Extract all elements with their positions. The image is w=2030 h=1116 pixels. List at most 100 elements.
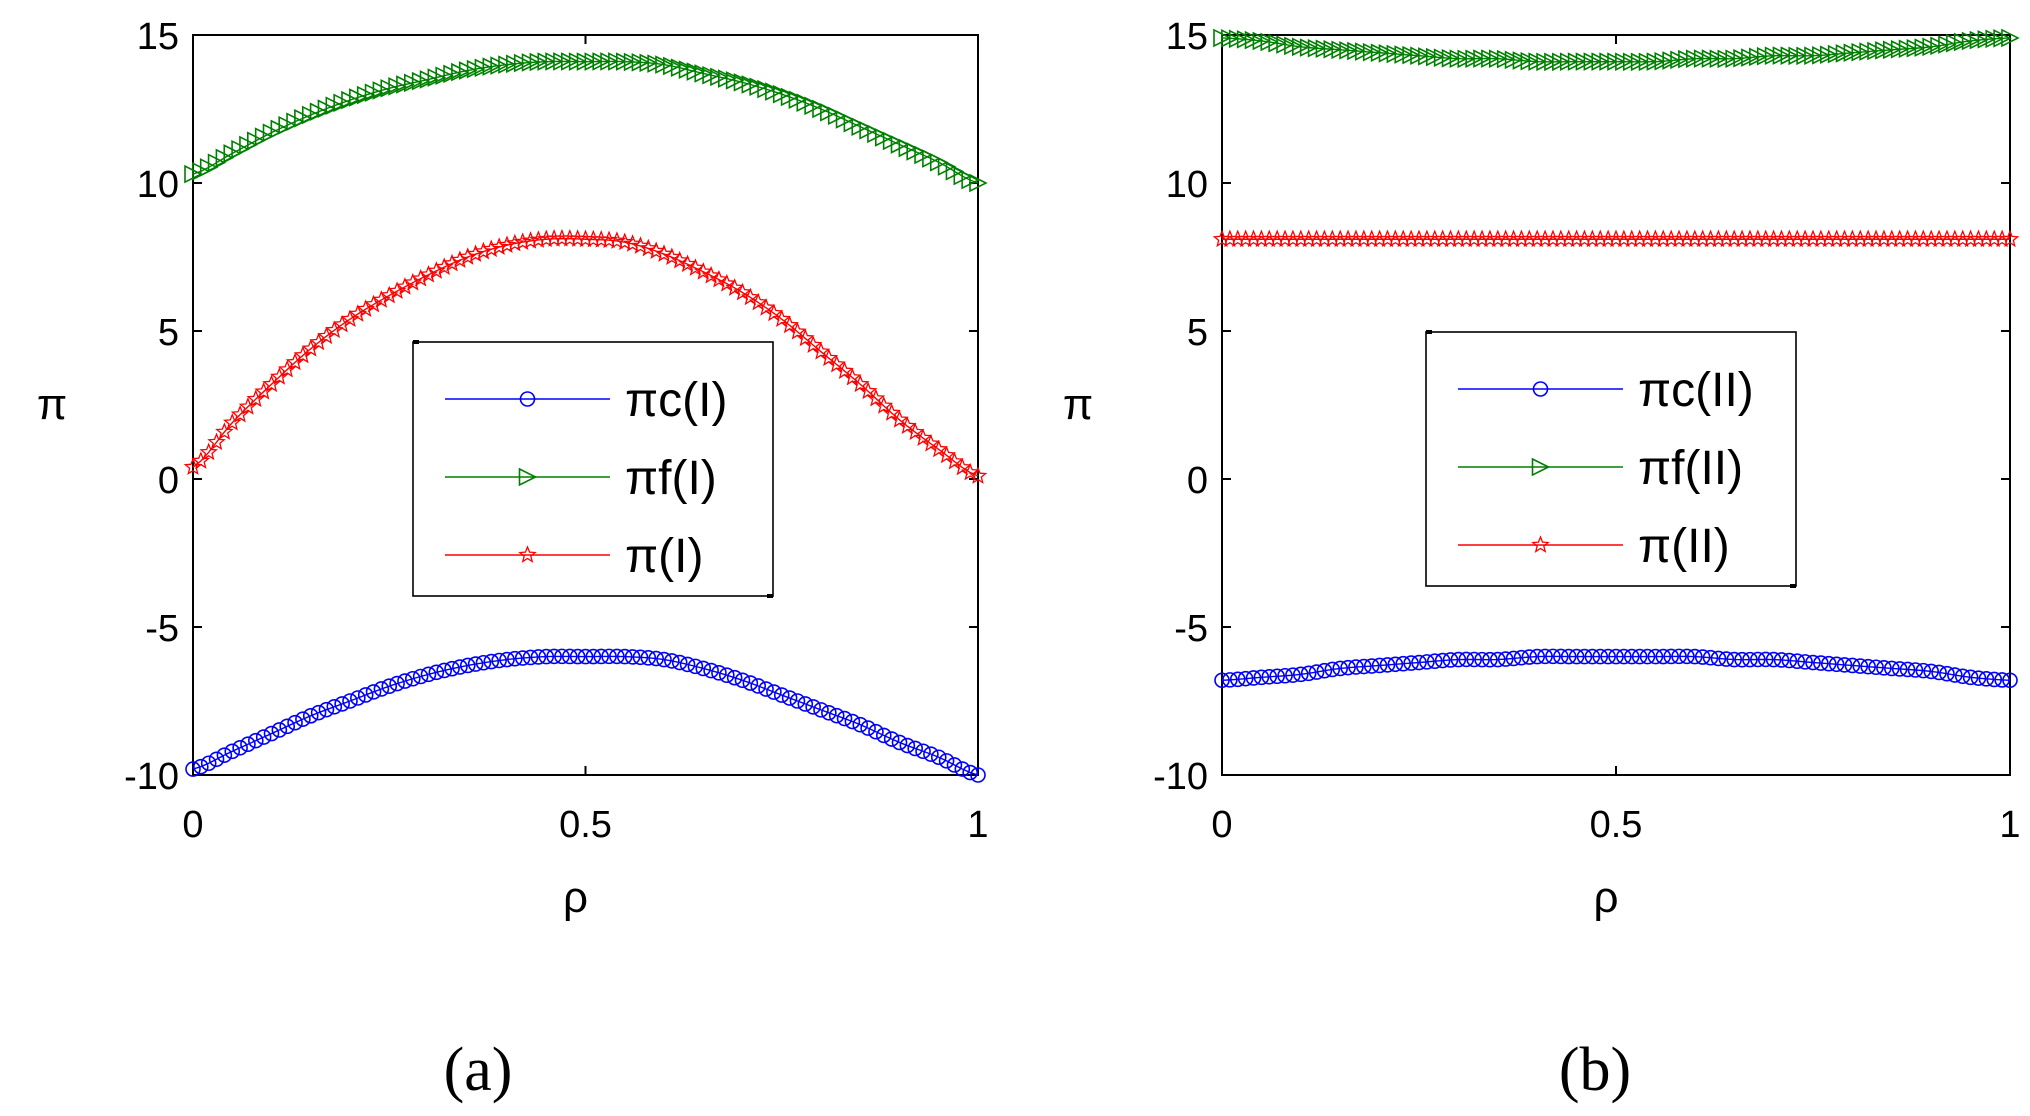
data-point bbox=[1781, 652, 1798, 669]
data-point bbox=[397, 673, 413, 689]
data-point bbox=[1474, 651, 1490, 668]
data-point bbox=[310, 704, 327, 721]
data-point bbox=[654, 244, 674, 262]
data-point bbox=[522, 649, 539, 666]
legend-label: πc(I) bbox=[625, 374, 727, 427]
data-point bbox=[325, 320, 344, 339]
data-point bbox=[395, 277, 415, 295]
data-point bbox=[962, 764, 978, 781]
legend-label: πf(II) bbox=[1638, 442, 1743, 495]
data-point bbox=[670, 250, 689, 269]
data-point bbox=[1923, 663, 1939, 680]
data-point bbox=[874, 396, 894, 414]
data-point bbox=[569, 648, 586, 665]
data-point bbox=[1734, 651, 1750, 668]
data-point bbox=[687, 658, 704, 675]
data-point bbox=[191, 451, 211, 469]
data-point bbox=[718, 667, 735, 683]
data-point bbox=[1466, 651, 1482, 668]
y-tick-label: 0 bbox=[1187, 460, 1208, 502]
data-point bbox=[1844, 657, 1861, 674]
data-point bbox=[193, 758, 209, 775]
data-point bbox=[255, 729, 272, 745]
data-point bbox=[899, 737, 916, 754]
data-point bbox=[1308, 664, 1325, 680]
data-point bbox=[1229, 671, 1246, 688]
data-point bbox=[442, 253, 462, 272]
data-point bbox=[821, 704, 837, 721]
data-point bbox=[1899, 661, 1916, 678]
data-point bbox=[693, 262, 713, 280]
data-point bbox=[686, 258, 705, 276]
data-point bbox=[970, 767, 986, 783]
legend-marker bbox=[1531, 457, 1551, 477]
data-point bbox=[915, 743, 931, 760]
data-point bbox=[1497, 651, 1514, 667]
data-point bbox=[1742, 651, 1758, 668]
data-point bbox=[248, 732, 264, 749]
data-point bbox=[200, 755, 217, 772]
data-point bbox=[215, 422, 234, 440]
data-point bbox=[232, 739, 248, 756]
legend-label: π(II) bbox=[1638, 520, 1730, 573]
data-point bbox=[741, 287, 760, 306]
data-point bbox=[301, 339, 321, 357]
data-point bbox=[372, 290, 391, 308]
series-pi-c-line bbox=[1221, 655, 2011, 681]
data-point bbox=[1876, 660, 1892, 676]
data-point bbox=[1568, 648, 1585, 665]
data-point bbox=[1426, 653, 1443, 669]
data-point bbox=[701, 265, 721, 284]
data-point bbox=[1545, 648, 1561, 665]
panel-label: (a) bbox=[444, 1036, 513, 1104]
data-point bbox=[923, 746, 939, 762]
data-point bbox=[466, 244, 485, 263]
data-point bbox=[662, 247, 682, 266]
data-point bbox=[412, 668, 429, 685]
series-pi-f bbox=[1213, 28, 2020, 72]
data-point bbox=[1277, 667, 1293, 684]
data-point bbox=[436, 662, 453, 679]
series-pi-c bbox=[185, 648, 986, 783]
data-point bbox=[342, 693, 358, 709]
data-point bbox=[1773, 652, 1790, 668]
data-point bbox=[734, 672, 751, 689]
data-point bbox=[530, 649, 547, 665]
data-point bbox=[1395, 655, 1412, 672]
y-tick-label: 10 bbox=[137, 164, 179, 206]
data-point bbox=[326, 698, 343, 715]
data-point bbox=[340, 309, 360, 328]
series-pi bbox=[1212, 229, 2020, 248]
data-point bbox=[309, 332, 328, 351]
data-point bbox=[1324, 661, 1341, 678]
data-point bbox=[1915, 662, 1932, 679]
data-point bbox=[1954, 668, 1971, 685]
data-point bbox=[585, 648, 602, 665]
data-point bbox=[419, 265, 438, 283]
data-point bbox=[1293, 666, 1309, 683]
data-point bbox=[1978, 671, 1995, 687]
data-point bbox=[1868, 659, 1884, 676]
data-point bbox=[475, 654, 492, 671]
data-point bbox=[199, 442, 218, 461]
data-point bbox=[930, 749, 947, 766]
x-tick-label: 0.5 bbox=[559, 804, 612, 846]
data-point bbox=[1592, 648, 1609, 665]
data-point bbox=[1884, 660, 1900, 677]
data-point bbox=[1986, 671, 2003, 688]
data-point bbox=[623, 234, 642, 252]
data-point bbox=[1655, 648, 1672, 665]
data-point bbox=[1970, 670, 1987, 686]
data-point bbox=[656, 651, 672, 668]
data-point bbox=[866, 388, 886, 407]
data-point bbox=[271, 722, 288, 738]
data-point bbox=[640, 650, 657, 666]
data-point bbox=[1891, 661, 1908, 677]
data-point bbox=[1694, 649, 1711, 665]
y-tick-label: -5 bbox=[145, 608, 179, 650]
data-point bbox=[631, 236, 650, 254]
data-point bbox=[507, 650, 523, 667]
data-point bbox=[554, 648, 570, 665]
data-point bbox=[411, 268, 430, 287]
data-point bbox=[332, 314, 352, 333]
